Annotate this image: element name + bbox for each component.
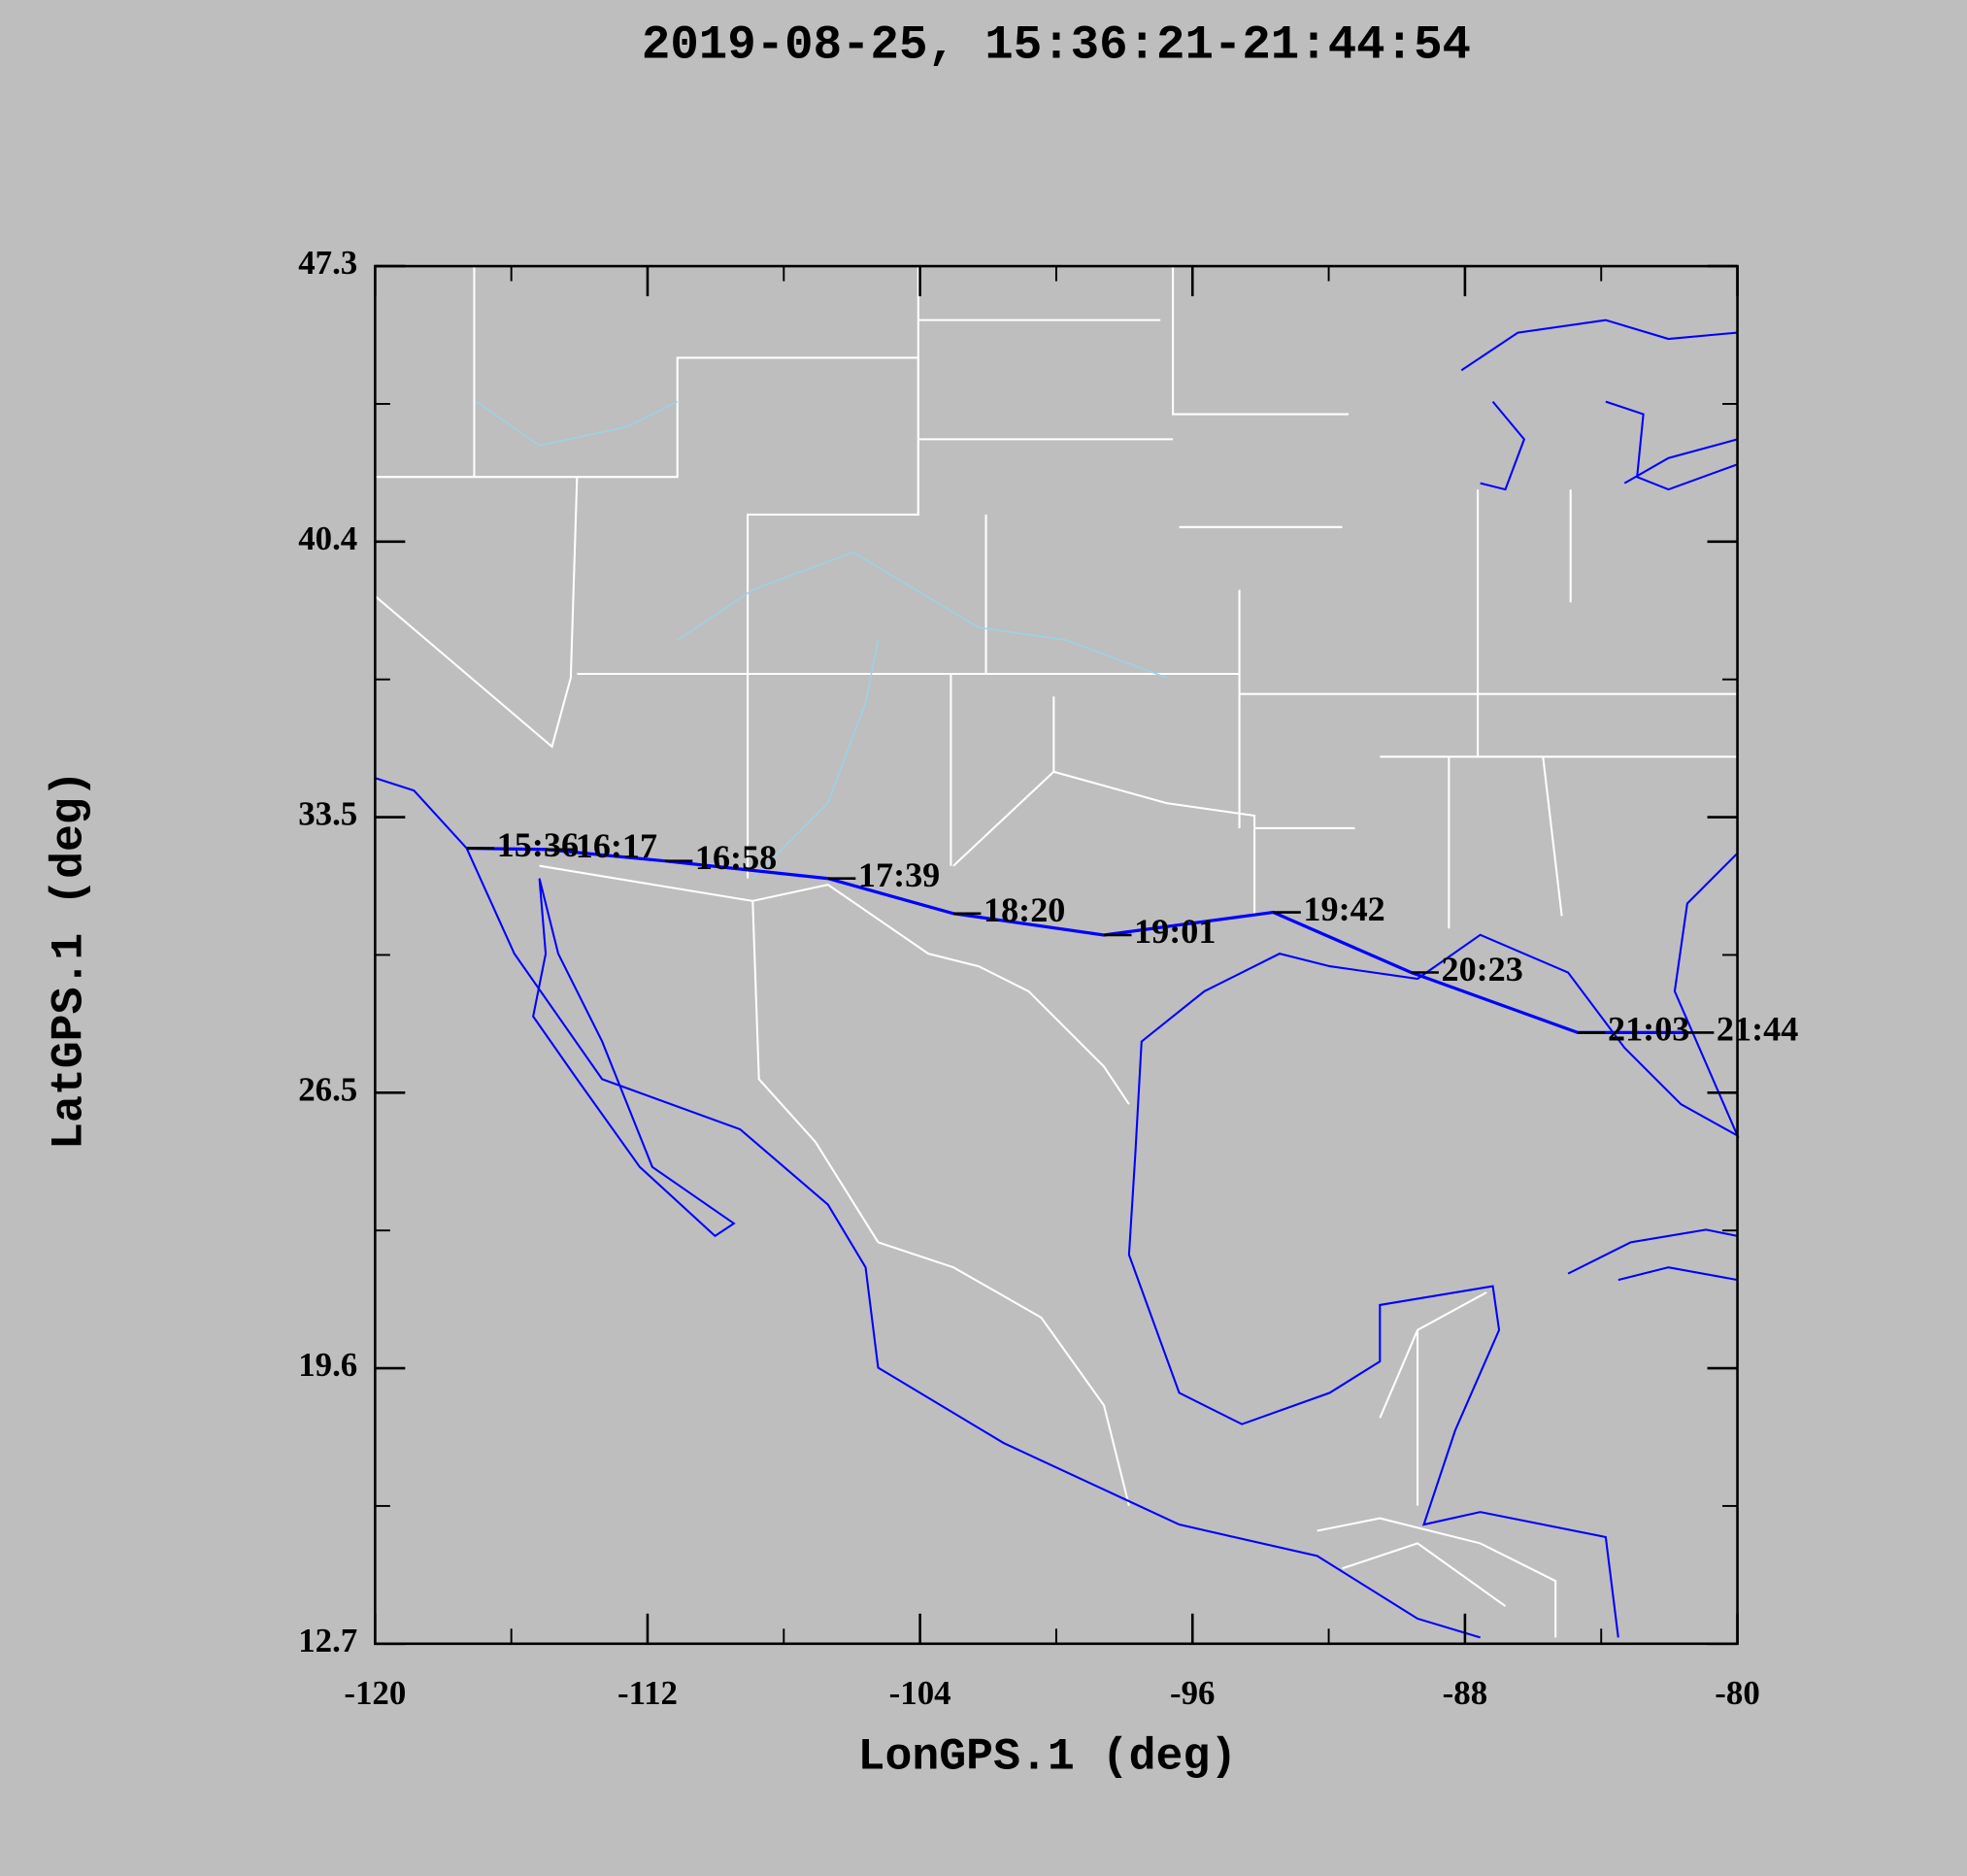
coastline bbox=[1567, 1228, 1738, 1282]
flight-track bbox=[466, 846, 1686, 1035]
time-label: 21:03 bbox=[1608, 1010, 1689, 1049]
plot: -120 -112 -104 -96 -88 -80 47.3 40.4 33.5 26.5 19.… bbox=[298, 244, 1798, 1712]
x-tick-label: -80 bbox=[1715, 1674, 1760, 1712]
border bbox=[952, 696, 1256, 917]
time-label: 16:58 bbox=[695, 838, 777, 877]
y-tick-label: 19.6 bbox=[298, 1346, 357, 1384]
time-label: 19:01 bbox=[1134, 912, 1216, 951]
border bbox=[539, 864, 1487, 1506]
borders bbox=[374, 266, 1738, 1638]
y-tick-label: 47.3 bbox=[298, 244, 357, 282]
x-axis-label: LonGPS.1 (deg) bbox=[858, 1730, 1238, 1782]
time-label: 16:17 bbox=[576, 826, 657, 865]
border bbox=[1317, 1517, 1557, 1638]
map-background bbox=[374, 266, 1740, 1639]
lake bbox=[1460, 318, 1738, 491]
rivers bbox=[476, 400, 1167, 880]
coastline bbox=[375, 777, 1481, 1639]
x-tick-label: -112 bbox=[617, 1674, 678, 1712]
border bbox=[747, 266, 1738, 929]
time-label: 18:20 bbox=[984, 890, 1065, 929]
x-tick-label: -88 bbox=[1443, 1674, 1488, 1712]
time-label: 19:42 bbox=[1303, 889, 1384, 928]
coastline bbox=[532, 878, 736, 1238]
y-axis-label: LatGPS.1 (deg) bbox=[43, 770, 94, 1150]
time-label: 15:36 bbox=[497, 825, 579, 864]
time-label: 21:44 bbox=[1717, 1010, 1798, 1049]
time-label: 17:39 bbox=[858, 855, 940, 894]
chart-title: 2019-08-25, 15:36:21-21:44:54 bbox=[642, 18, 1471, 73]
x-tick-label: -104 bbox=[889, 1674, 951, 1712]
y-tick-label: 40.4 bbox=[298, 519, 357, 557]
coastline bbox=[1127, 853, 1740, 1638]
y-tick-label: 33.5 bbox=[298, 795, 357, 833]
time-label: 20:23 bbox=[1441, 950, 1522, 988]
border bbox=[374, 476, 579, 749]
river bbox=[476, 400, 1167, 880]
x-tick-label: -96 bbox=[1170, 1674, 1216, 1712]
y-tick-label: 12.7 bbox=[298, 1622, 357, 1659]
coastlines bbox=[375, 318, 1740, 1639]
x-tick-label: -120 bbox=[344, 1674, 406, 1712]
y-tick-label: 26.5 bbox=[298, 1070, 357, 1108]
